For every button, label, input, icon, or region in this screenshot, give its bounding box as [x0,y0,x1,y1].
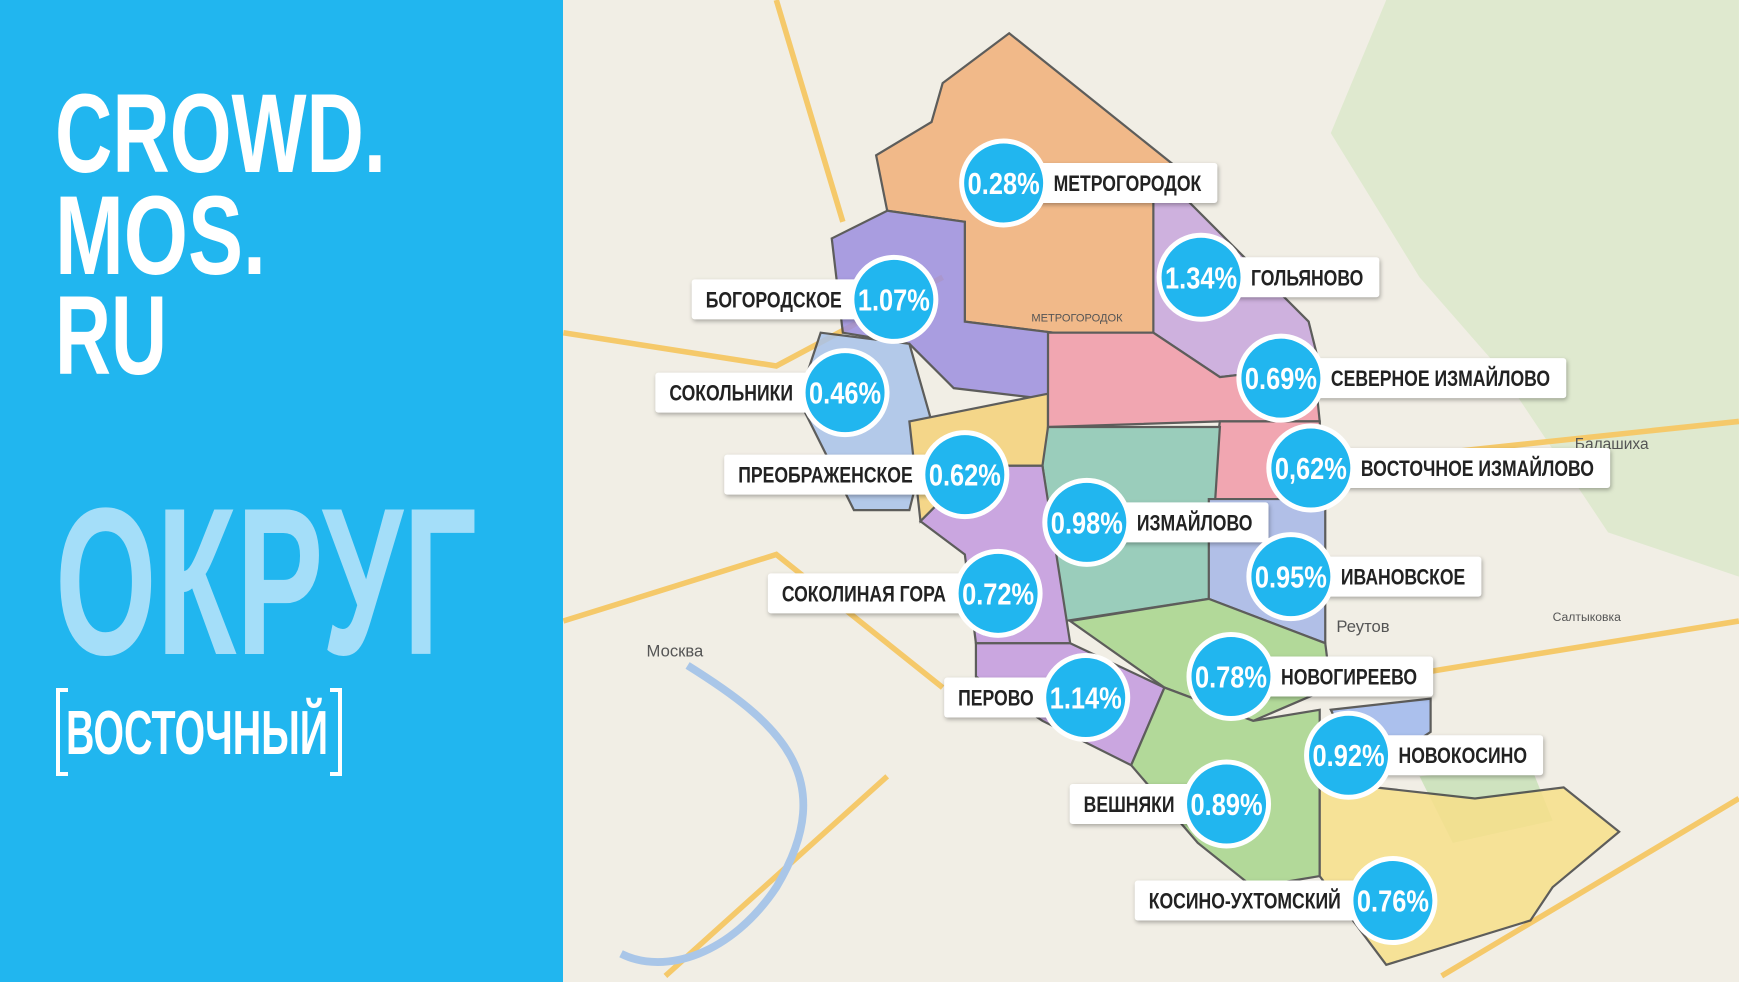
area-label: ВЕШНЯКИ 0.89% [1069,759,1272,849]
share-circle [1246,532,1336,622]
area-share: 0,62% [1275,452,1347,487]
place-label: Салтыковка [1553,610,1621,624]
share-circle [959,138,1049,228]
area-label: БОГОРОДСКОЕ 1.07% [691,254,939,344]
area-share: 1.14% [1050,681,1122,716]
label-box [1280,358,1567,399]
share-circle [1304,710,1394,800]
brand-line: CROWD. [55,71,386,196]
section-title: ОКРУГ [55,464,477,699]
area-name: СОКОЛИНАЯ ГОРА [782,583,946,607]
area-name: ВЕШНЯКИ [1084,793,1175,817]
area-share: 0.69% [1245,362,1317,397]
side-panel [0,0,563,982]
area-share: 0.62% [929,458,1001,493]
share-circle [1266,423,1356,513]
area-share: 0.89% [1191,788,1263,823]
area-share: 0.98% [1051,506,1123,541]
share-circle [800,348,890,438]
area-share: 0.46% [809,376,881,411]
area-share: 1.34% [1165,261,1237,296]
label-box [1348,735,1544,776]
label-box [691,279,894,320]
area-label: СОКОЛИНАЯ ГОРА 0.72% [767,548,1043,638]
area-label: КОСИНО-УХТОМСКИЙ 0.76% [1134,856,1438,946]
roads [562,0,1739,979]
label-box [1086,502,1269,543]
area-label: ГОЛЬЯНОВО 1.34% [1156,232,1380,322]
area-name: ПЕРОВО [958,687,1033,711]
share-circle [1041,653,1131,743]
share-circle [920,430,1010,520]
area-share: 1.07% [858,283,930,318]
label-box [1134,880,1393,921]
area-name: ИЗМАЙЛОВО [1137,509,1253,536]
label-box [1003,162,1218,203]
share-circle [1042,477,1132,567]
area-name: СЕВЕРНОЕ ИЗМАЙЛОВО [1331,365,1550,392]
place-label: МЕТРОГОРОДОК [1031,313,1123,325]
label-box [724,454,965,495]
area-label: СОКОЛЬНИКИ 0.46% [655,348,890,438]
area-label: СЕВЕРНОЕ ИЗМАЙЛОВО 0.69% [1236,333,1567,423]
area-label: ИВАНОВСКОЕ 0.95% [1246,532,1482,622]
share-circle [1348,856,1438,946]
area-name: ИВАНОВСКОЕ [1341,566,1465,590]
area-share: 0.76% [1357,884,1429,919]
area-label: НОВОКОСИНО 0.92% [1304,710,1544,800]
area-name: БОГОРОДСКОЕ [706,289,842,313]
share-circle [849,254,939,344]
area-name: ВОСТОЧНОЕ ИЗМАЙЛОВО [1361,455,1594,482]
label-box [1290,556,1482,597]
brand-line: MOS. [55,173,266,298]
area-share: 0.92% [1313,739,1385,774]
area-label: НОВОГИРЕЕВО 0.78% [1186,631,1434,721]
area-name: КОСИНО-УХТОМСКИЙ [1149,888,1341,915]
area-label: ИЗМАЙЛОВО 0.98% [1042,477,1269,567]
area-name: ГОЛЬЯНОВО [1251,266,1363,290]
area-label: ВОСТОЧНОЕ ИЗМАЙЛОВО 0,62% [1266,423,1611,513]
label-box [655,372,846,413]
label-box [1230,656,1434,697]
label-box [767,573,999,614]
label-box [1310,447,1611,488]
river [619,662,808,966]
label-box [1201,257,1380,298]
area-share: 0.72% [962,577,1034,612]
share-circle [1236,333,1326,423]
area-name: МЕТРОГОРОДОК [1054,172,1202,196]
area-share: 0.95% [1255,560,1327,595]
area-label: МЕТРОГОРОДОК 0.28% [959,138,1218,228]
place-label: Москва [647,642,705,661]
share-circle [1182,759,1272,849]
share-circle [1186,631,1276,721]
share-circle [1156,232,1246,322]
area-name: СОКОЛЬНИКИ [669,382,793,406]
area-name: НОВОГИРЕЕВО [1281,666,1417,690]
brand-line: RU [55,273,167,398]
area-name: НОВОКОСИНО [1399,744,1527,768]
district-title: ВОСТОЧНЫЙ [66,698,328,768]
place-label: Реутов [1336,617,1389,636]
area-label: ПЕРОВО 1.14% [944,653,1131,743]
area-share: 0.78% [1195,660,1267,695]
brackets [56,688,342,776]
area-share: 0.28% [968,167,1040,202]
area-name: ПРЕОБРАЖЕНСКОЕ [738,464,912,488]
share-circle [953,548,1043,638]
area-label: ПРЕОБРАЖЕНСКОЕ 0.62% [724,430,1010,520]
